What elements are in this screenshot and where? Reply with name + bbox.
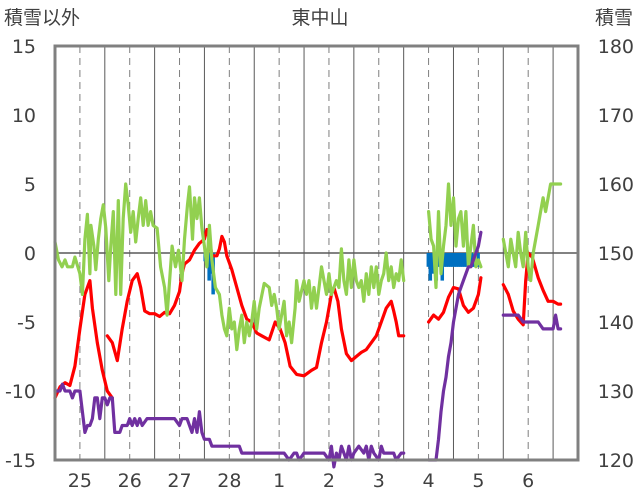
precip-bar [450, 253, 454, 267]
precip-bar [430, 253, 435, 274]
x-tick-label: 2 [323, 470, 335, 492]
left-axis-ticks: -15 -10 -5 0 5 10 15 [5, 36, 36, 472]
precip-bar [426, 253, 431, 267]
y2-tick-label: 180 [598, 36, 634, 58]
right-axis-title: 積雪 [595, 7, 633, 29]
y2-tick-label: 120 [598, 450, 634, 472]
precip-bar [456, 253, 460, 267]
x-tick-label: 25 [68, 470, 92, 492]
precip-bar [454, 253, 458, 267]
x-tick-label: 4 [423, 470, 435, 492]
y-tick-label: -5 [17, 312, 36, 334]
precip-bar [452, 253, 456, 267]
y2-tick-label: 150 [598, 243, 634, 265]
precip-bar [458, 253, 462, 267]
precip-bar [442, 253, 447, 267]
y-tick-label: -10 [5, 381, 36, 403]
chart-title: 東中山 [291, 7, 348, 29]
x-tick-label: 27 [167, 470, 191, 492]
y2-tick-label: 170 [598, 105, 634, 127]
precip-bar [462, 253, 466, 267]
x-tick-label: 6 [522, 470, 534, 492]
x-tick-label: 1 [273, 470, 285, 492]
y-tick-label: 10 [12, 105, 36, 127]
y2-tick-label: 130 [598, 381, 634, 403]
grid [55, 46, 578, 460]
temperature-series-line [53, 227, 563, 400]
x-tick-label: 28 [217, 470, 241, 492]
left-axis-title: 積雪以外 [4, 7, 80, 29]
y2-tick-label: 140 [598, 312, 634, 334]
y-tick-label: 5 [24, 174, 36, 196]
y2-tick-label: 160 [598, 174, 634, 196]
precip-bar [207, 253, 211, 281]
right-axis-ticks: 120 130 140 150 160 170 180 [598, 36, 634, 472]
plot-border [53, 44, 580, 462]
precip-bar [460, 253, 464, 267]
series-lines [53, 182, 563, 469]
y-tick-label: 15 [12, 36, 36, 58]
x-tick-label: 5 [472, 470, 484, 492]
y-tick-label: -15 [5, 450, 36, 472]
x-tick-label: 26 [118, 470, 142, 492]
snow-series-line [53, 230, 563, 469]
x-tick-label: 3 [373, 470, 385, 492]
precip-bar [448, 253, 452, 267]
y-tick-label: 0 [24, 243, 36, 265]
x-axis-ticks: 25 26 27 28 1 2 3 4 5 6 [68, 470, 534, 492]
plot-frame [53, 44, 580, 462]
precip-bar [446, 253, 450, 267]
precip-bar [444, 253, 449, 267]
humidity-series-line [53, 182, 563, 352]
precip-bar [464, 253, 468, 267]
precip-bar [428, 253, 433, 281]
